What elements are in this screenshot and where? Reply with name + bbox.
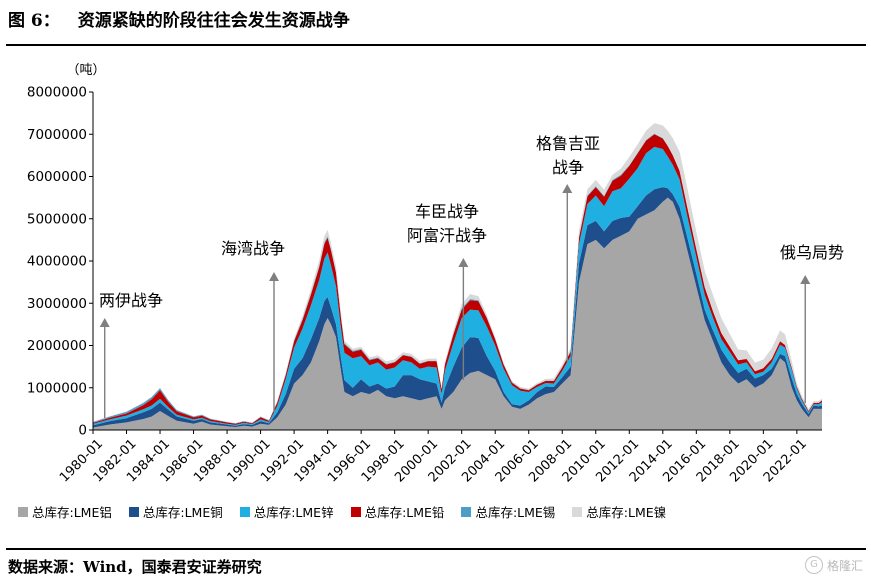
legend-swatch (572, 506, 583, 517)
legend-swatch (18, 506, 28, 517)
y-axis-unit: （吨） (66, 63, 105, 78)
y-tick-label: 3000000 (27, 296, 87, 312)
figure-number: 图 6： (8, 11, 60, 31)
annotation-label: 阿富汗战争 (407, 226, 487, 245)
legend-item: 总库存:LME铝 (18, 502, 112, 521)
legend-swatch (239, 506, 250, 517)
area-series-2 (93, 187, 822, 428)
annotation-arrow-head (800, 275, 811, 284)
legend-swatch (350, 506, 361, 517)
annotation-label: 两伊战争 (99, 291, 163, 310)
legend-swatch (461, 506, 472, 517)
y-tick-label: 2000000 (27, 338, 87, 354)
y-tick-label: 7000000 (27, 127, 87, 143)
legend-item: 总库存:LME铜 (128, 502, 223, 521)
annotation-label: 海湾战争 (221, 239, 285, 258)
y-tick-label: 8000000 (27, 85, 87, 101)
stacked-area-chart: 0 1000000 2000000 3000000 4000000 5000000 6000… (27, 63, 844, 485)
legend-swatch (128, 506, 139, 517)
figure-title: 图 6： 资源紧缺的阶段往往会发生资源战争 (8, 6, 350, 31)
chart-legend: 总库存:LME铝 总库存:LME铜 总库存:LME锌 总库存:LME铅 总库存:LME锡… (18, 502, 666, 521)
legend-label: 总库存:LME锡 (475, 505, 556, 520)
watermark-logo-icon: G (804, 556, 823, 574)
y-tick-label: 0 (78, 423, 87, 439)
footer-rule (6, 548, 866, 550)
watermark: G 格隆汇 (804, 556, 863, 574)
legend-item: 总库存:LME镍 (572, 502, 666, 521)
area-series-1 (93, 197, 822, 430)
legend-label: 总库存:LME镍 (586, 505, 667, 520)
figure-title-text: 资源紧缺的阶段往往会发生资源战争 (77, 11, 350, 31)
annotation-arrow-head (268, 272, 279, 281)
y-tick-label: 6000000 (27, 169, 87, 185)
data-source: 数据来源：Wind，国泰君安证券研究 (8, 558, 262, 576)
legend-label: 总库存:LME铅 (364, 505, 445, 520)
annotation-arrow-head (562, 184, 573, 193)
annotation-label: 车臣战争 (415, 202, 479, 221)
legend-label: 总库存:LME铝 (32, 505, 112, 520)
watermark-text: 格隆汇 (826, 558, 863, 573)
title-rule (6, 44, 866, 46)
legend-item: 总库存:LME锡 (461, 502, 555, 521)
annotation-label: 战争 (552, 158, 584, 177)
annotation-arrow-head (458, 258, 469, 267)
legend-item: 总库存:LME铅 (350, 502, 445, 521)
y-tick-label: 4000000 (27, 254, 87, 270)
legend-item: 总库存:LME锌 (239, 502, 334, 521)
y-tick-label: 5000000 (27, 211, 87, 227)
annotation-arrow-head (99, 318, 110, 327)
annotation-label: 格鲁吉亚 (536, 134, 600, 153)
y-tick-label: 1000000 (27, 380, 87, 396)
annotation-label: 俄乌局势 (780, 243, 844, 262)
legend-label: 总库存:LME铜 (142, 505, 223, 520)
legend-label: 总库存:LME锌 (253, 505, 334, 520)
